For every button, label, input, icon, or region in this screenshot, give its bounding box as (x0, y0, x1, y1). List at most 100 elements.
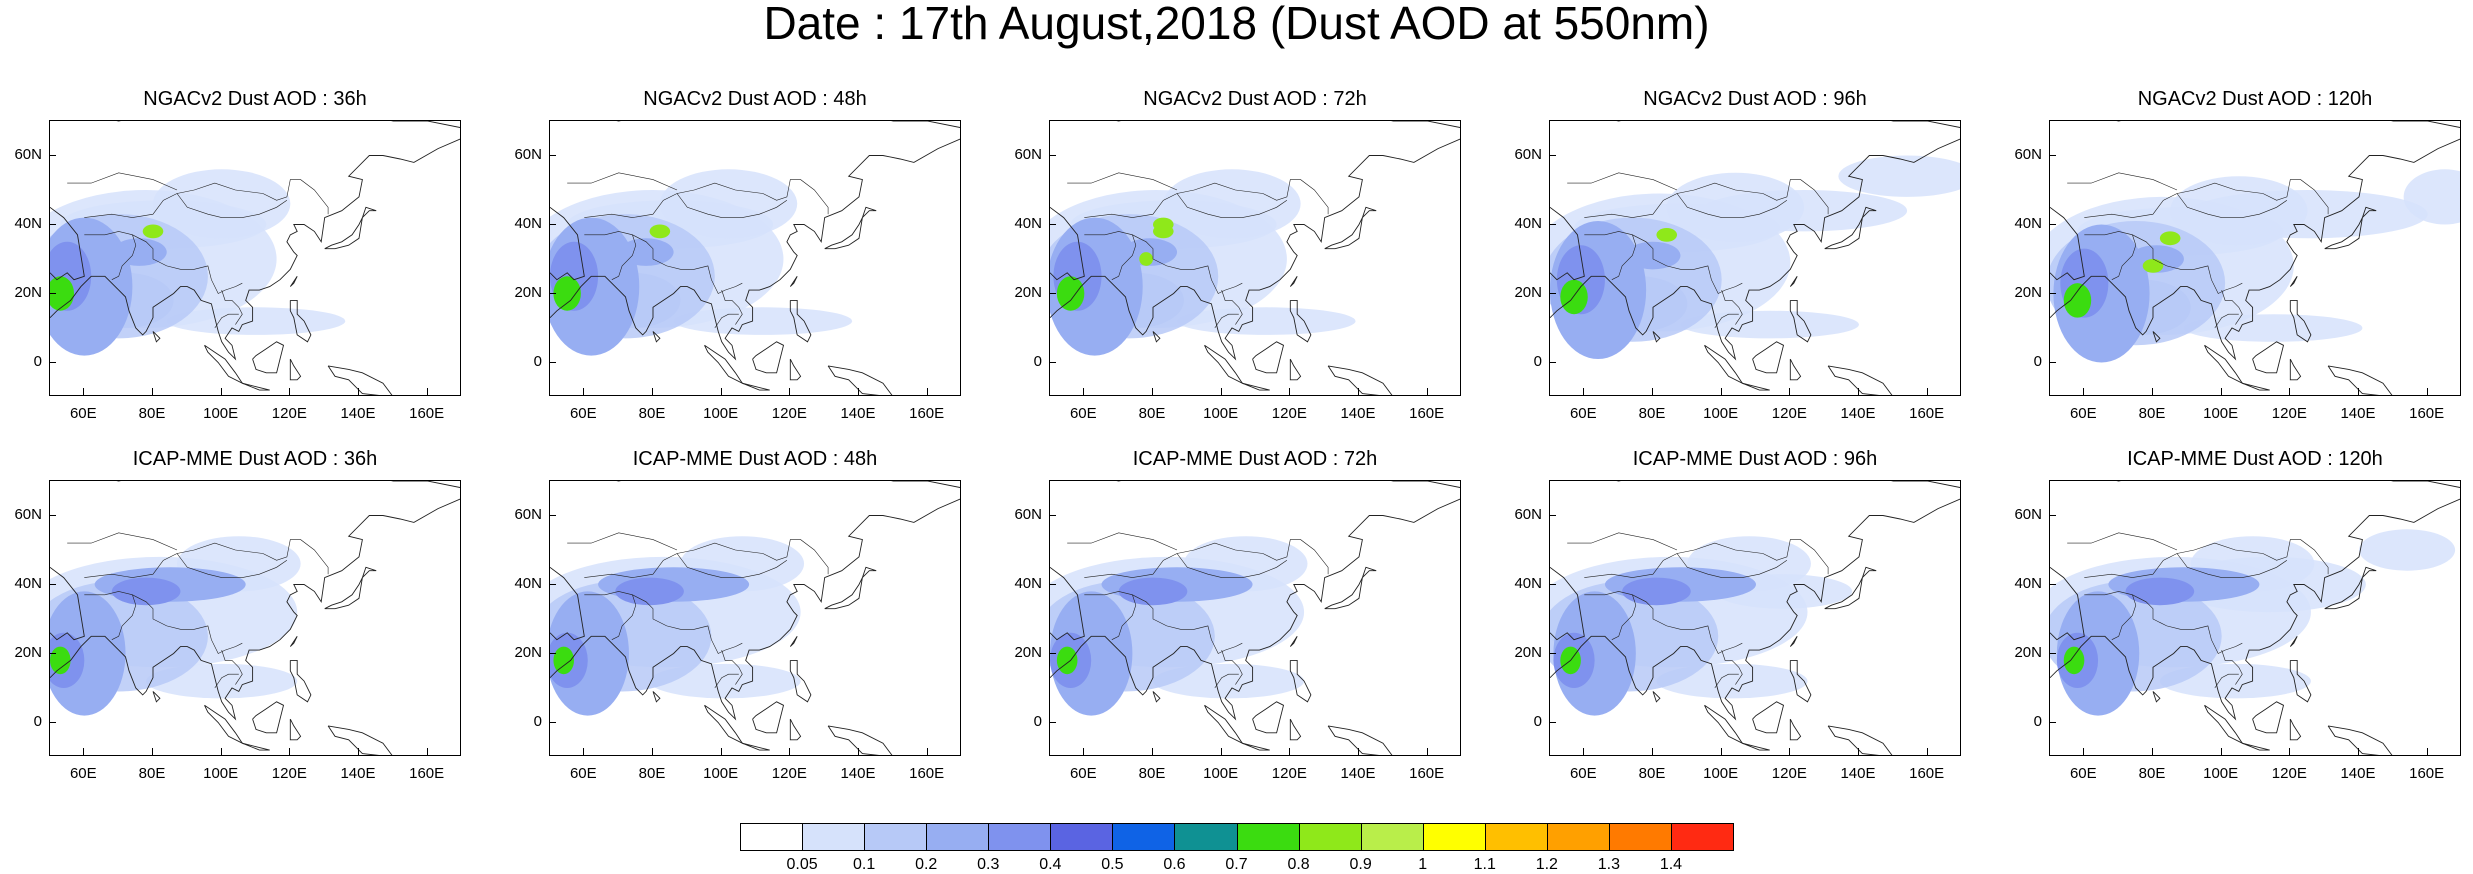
coastline (1789, 636, 1798, 647)
y-tick-label: 60N (1014, 145, 1042, 163)
x-tick-mark (152, 748, 153, 756)
colorbar-tick-label: 0.3 (977, 856, 1000, 873)
country-border (1584, 179, 1829, 218)
coastline (1789, 276, 1798, 287)
y-tick-label: 40N (2014, 214, 2042, 232)
map-panel: ICAP-MME Dust AOD : 48h 60N 40N 20N 0 60E 80E 1… (500, 448, 970, 788)
map-plot-area (2049, 120, 2461, 396)
coastline (1242, 742, 1270, 751)
colorbar-swatch (1608, 823, 1672, 851)
x-tick-label: 140E (2340, 765, 2376, 782)
coastline (2252, 341, 2285, 374)
dust-aod-shading (553, 646, 575, 675)
colorbar-tick-label: 0.8 (1287, 856, 1310, 873)
x-tick-label: 100E (703, 405, 739, 422)
coastline (2252, 701, 2285, 734)
coastline (204, 344, 244, 385)
colorbar-tick-label: 1.4 (1659, 856, 1683, 873)
y-tick-mark (549, 292, 556, 294)
coastline (1742, 382, 1770, 391)
x-tick-label: 100E (1703, 765, 1739, 782)
y-tick-label: 60N (1514, 145, 1542, 163)
map-plot-area (49, 120, 461, 396)
country-border (632, 234, 743, 294)
dust-aod-map (550, 481, 960, 755)
coastline (704, 344, 744, 385)
y-tick-label: 0 (1533, 352, 1542, 370)
country-border (132, 234, 243, 294)
y-tick-mark (1549, 154, 1556, 156)
country-border (2067, 532, 2178, 551)
dust-aod-shading (659, 169, 798, 239)
dust-aod-map (50, 121, 460, 395)
x-tick-label: 60E (1569, 405, 1597, 422)
country-border (1632, 594, 1743, 654)
country-border (2084, 591, 2137, 640)
y-tick-mark (2049, 514, 2056, 516)
dust-aod-shading (1622, 577, 1691, 606)
y-tick-label: 40N (514, 214, 542, 232)
colorbar-swatch (1174, 823, 1238, 851)
x-tick-mark (1083, 388, 1085, 396)
x-tick-mark (789, 388, 791, 396)
colorbar-swatch (1484, 823, 1548, 851)
x-tick-label: 120E (1771, 765, 1807, 782)
country-border (714, 313, 739, 329)
coastline (2242, 382, 2270, 391)
y-tick-mark (549, 583, 556, 585)
x-tick-mark (652, 748, 653, 756)
dust-aod-shading (111, 577, 181, 606)
coastline (752, 701, 785, 734)
coastline (2324, 217, 2363, 250)
y-tick-mark (1049, 223, 1056, 225)
x-tick-mark (1720, 748, 1722, 756)
dust-aod-map (2050, 481, 2460, 755)
map-plot-area (1049, 120, 1461, 396)
country-border (584, 231, 637, 280)
dust-aod-shading (2125, 577, 2195, 606)
coastline (827, 365, 893, 395)
country-border (1567, 532, 1678, 551)
dust-aod-shading (618, 238, 674, 266)
x-tick-label: 100E (1203, 405, 1239, 422)
coastline (1050, 138, 1460, 361)
map-plot-area (1049, 480, 1461, 756)
dust-aod-shading (1056, 646, 1078, 675)
coastline (652, 331, 661, 343)
x-tick-label: 140E (340, 405, 376, 422)
dust-aod-shading (2128, 245, 2184, 273)
coastline (252, 701, 285, 734)
dust-aod-shading (1177, 307, 1356, 335)
colorbar-tick-label: 0.6 (1163, 856, 1186, 873)
x-tick-label: 120E (1271, 405, 1307, 422)
y-tick-mark (1049, 292, 1056, 294)
coastline (1252, 701, 1285, 734)
coastline (827, 725, 893, 755)
country-border (1084, 539, 1329, 578)
y-tick-label: 40N (14, 574, 42, 592)
x-tick-mark (2426, 748, 2428, 756)
panel-title: ICAP-MME Dust AOD : 36h (132, 448, 378, 470)
coastline (1827, 725, 1893, 755)
country-border (676, 553, 788, 578)
dust-aod-shading (2187, 190, 2428, 239)
dust-aod-map (50, 481, 460, 755)
coastline (2050, 138, 2460, 361)
coastline (1824, 577, 1863, 610)
x-tick-label: 120E (271, 405, 307, 422)
coastline (1789, 659, 1812, 703)
x-tick-mark (789, 748, 791, 756)
x-tick-mark (1583, 388, 1585, 396)
y-tick-mark (1049, 361, 1056, 363)
coastline (1324, 577, 1363, 610)
x-tick-label: 60E (1569, 765, 1597, 782)
colorbar-swatch (864, 823, 928, 851)
y-tick-mark (549, 514, 556, 516)
coastline (789, 299, 812, 343)
y-tick-label: 20N (514, 643, 542, 661)
y-tick-mark (2049, 721, 2056, 723)
dust-aod-shading (1163, 169, 1301, 239)
coastline (1550, 206, 1585, 281)
map-panel: ICAP-MME Dust AOD : 36h 60N 40N 20N 0 60E 80E 1… (0, 448, 470, 788)
country-border (714, 673, 739, 689)
